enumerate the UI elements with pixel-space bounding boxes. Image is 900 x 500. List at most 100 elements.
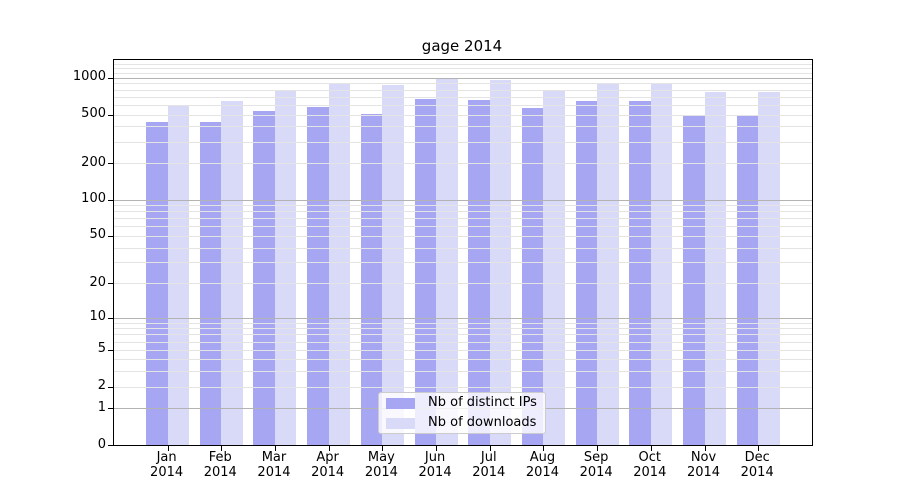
x-tick-label: Jun 2014 [408,450,462,480]
x-tick-label: Jan 2014 [140,450,194,480]
x-tick-month: May [367,450,395,465]
bar-downloads [597,83,619,445]
bar-distinct-ips [307,107,329,445]
y-axis-tick [108,386,113,388]
gridline-minor [114,89,812,91]
x-tick-year: 2014 [740,465,774,480]
gridline-minor [114,68,812,70]
x-tick-label: Dec 2014 [730,450,784,480]
gridline-minor [114,235,812,237]
legend: Nb of distinct IPs Nb of downloads [378,392,546,434]
gridline-minor [114,322,812,324]
y-tick-label: 20 [89,274,106,290]
gridline-minor [114,104,812,106]
gridline-major [114,317,812,319]
gridline-minor [114,334,812,336]
gridline-major [114,77,812,79]
legend-label: Nb of downloads [428,415,537,430]
y-tick-label: 100 [81,191,106,207]
x-tick-year: 2014 [203,465,237,480]
x-axis-tick [597,446,599,451]
y-tick-label: 1 [97,399,106,415]
y-tick-label: 0 [97,436,106,452]
y-axis-tick [108,114,113,116]
gridline-minor [114,72,812,74]
y-axis-tick [108,77,113,79]
legend-item-distinct-ips: Nb of distinct IPs [386,395,538,411]
gridline-minor [114,141,812,143]
legend-swatch-downloads [386,417,415,429]
gridline-minor [114,218,812,220]
bar-downloads [382,84,404,445]
x-tick-year: 2014 [525,465,559,480]
x-axis-tick [543,446,545,451]
x-tick-label: May 2014 [354,450,408,480]
gridline-minor [114,349,812,351]
gridline-minor [114,63,812,65]
y-tick-label: 200 [81,154,106,170]
bar-distinct-ips [683,114,705,445]
x-tick-year: 2014 [364,465,398,480]
gridline-minor [114,126,812,128]
x-tick-month: Dec [744,450,770,465]
gridline-minor [114,96,812,98]
y-axis-tick [108,408,113,410]
y-tick-label: 10 [89,309,106,325]
x-tick-month: Aug [529,450,556,465]
x-axis-tick [436,446,438,451]
y-axis-tick [108,283,113,285]
x-tick-month: Sep [583,450,609,465]
x-tick-month: Feb [208,450,232,465]
y-tick-label: 2 [97,378,106,394]
y-tick-label: 1000 [72,69,106,85]
gridline-minor [114,114,812,116]
plot-area: Nb of distinct IPs Nb of downloads [108,59,813,451]
x-tick-label: Aug 2014 [515,450,569,480]
bar-downloads [704,91,726,445]
bar-distinct-ips [468,100,490,445]
bar-downloads [543,90,565,445]
x-tick-month: Jan [156,450,177,465]
x-tick-year: 2014 [686,465,721,480]
bar-downloads [436,78,458,445]
x-tick-label: Mar 2014 [247,450,301,480]
y-axis-tick [108,235,113,237]
x-tick-label: Nov 2014 [677,450,731,480]
x-axis-tick [328,446,330,451]
legend-swatch-distinct-ips [386,397,415,409]
gridline-minor [114,205,812,207]
gridline-minor [114,283,812,285]
x-tick-month: Nov [690,450,717,465]
x-tick-month: Oct [638,450,662,465]
bar-distinct-ips [253,111,275,445]
y-axis-tick [108,349,113,351]
bar-downloads [758,91,780,445]
x-axis-tick [167,446,169,451]
x-tick-label: Jul 2014 [462,450,516,480]
bar-downloads [328,83,351,445]
bar-downloads [650,84,673,445]
gridline-minor [114,371,812,373]
gridline-minor [114,341,812,343]
legend-label: Nb of distinct IPs [428,395,537,410]
y-tick-label: 500 [81,106,106,122]
x-tick-month: Mar [261,450,287,465]
x-tick-month: Jul [480,450,497,465]
gridline-minor [114,211,812,213]
x-tick-label: Apr 2014 [301,450,355,480]
x-tick-year: 2014 [579,465,613,480]
bar-distinct-ips [521,108,544,445]
y-axis-tick [108,445,113,446]
y-tick-label: 50 [89,227,106,243]
bar-downloads [274,90,297,445]
x-tick-label: Feb 2014 [193,450,247,480]
y-axis-tick [108,163,113,165]
gridline-minor [114,328,812,330]
x-axis-tick [489,446,491,451]
y-axis-tick [108,317,113,319]
bar-downloads [167,106,190,445]
gridline-minor [114,163,812,165]
gridline-minor [114,359,812,361]
bar-distinct-ips [736,116,759,445]
